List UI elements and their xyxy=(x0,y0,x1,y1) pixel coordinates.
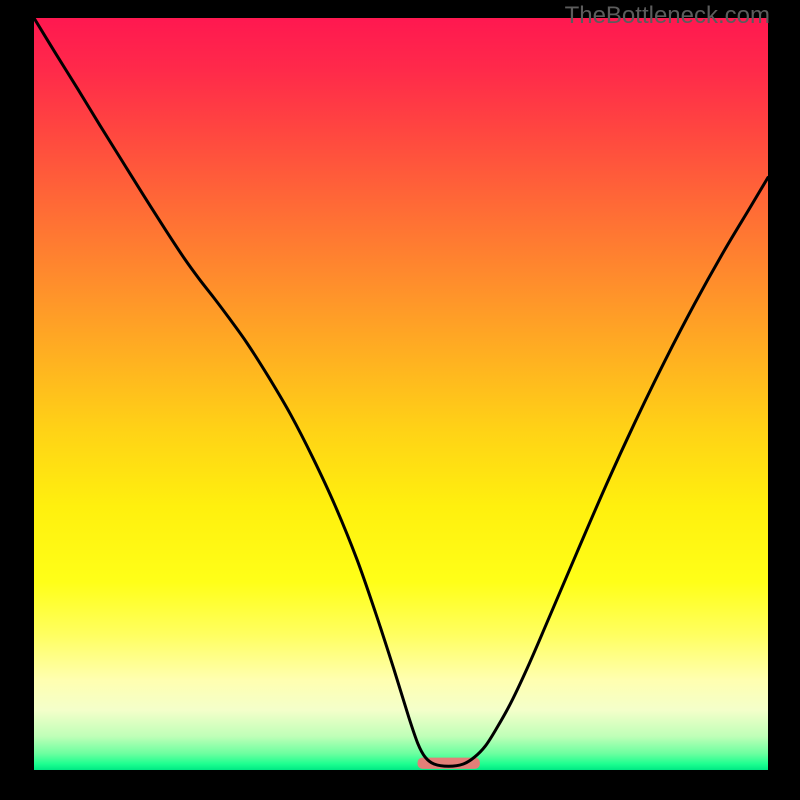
chart-canvas: TheBottleneck.com xyxy=(0,0,800,800)
watermark-text: TheBottleneck.com xyxy=(565,2,770,30)
bottleneck-curve xyxy=(34,18,768,770)
plot-area xyxy=(34,18,768,770)
